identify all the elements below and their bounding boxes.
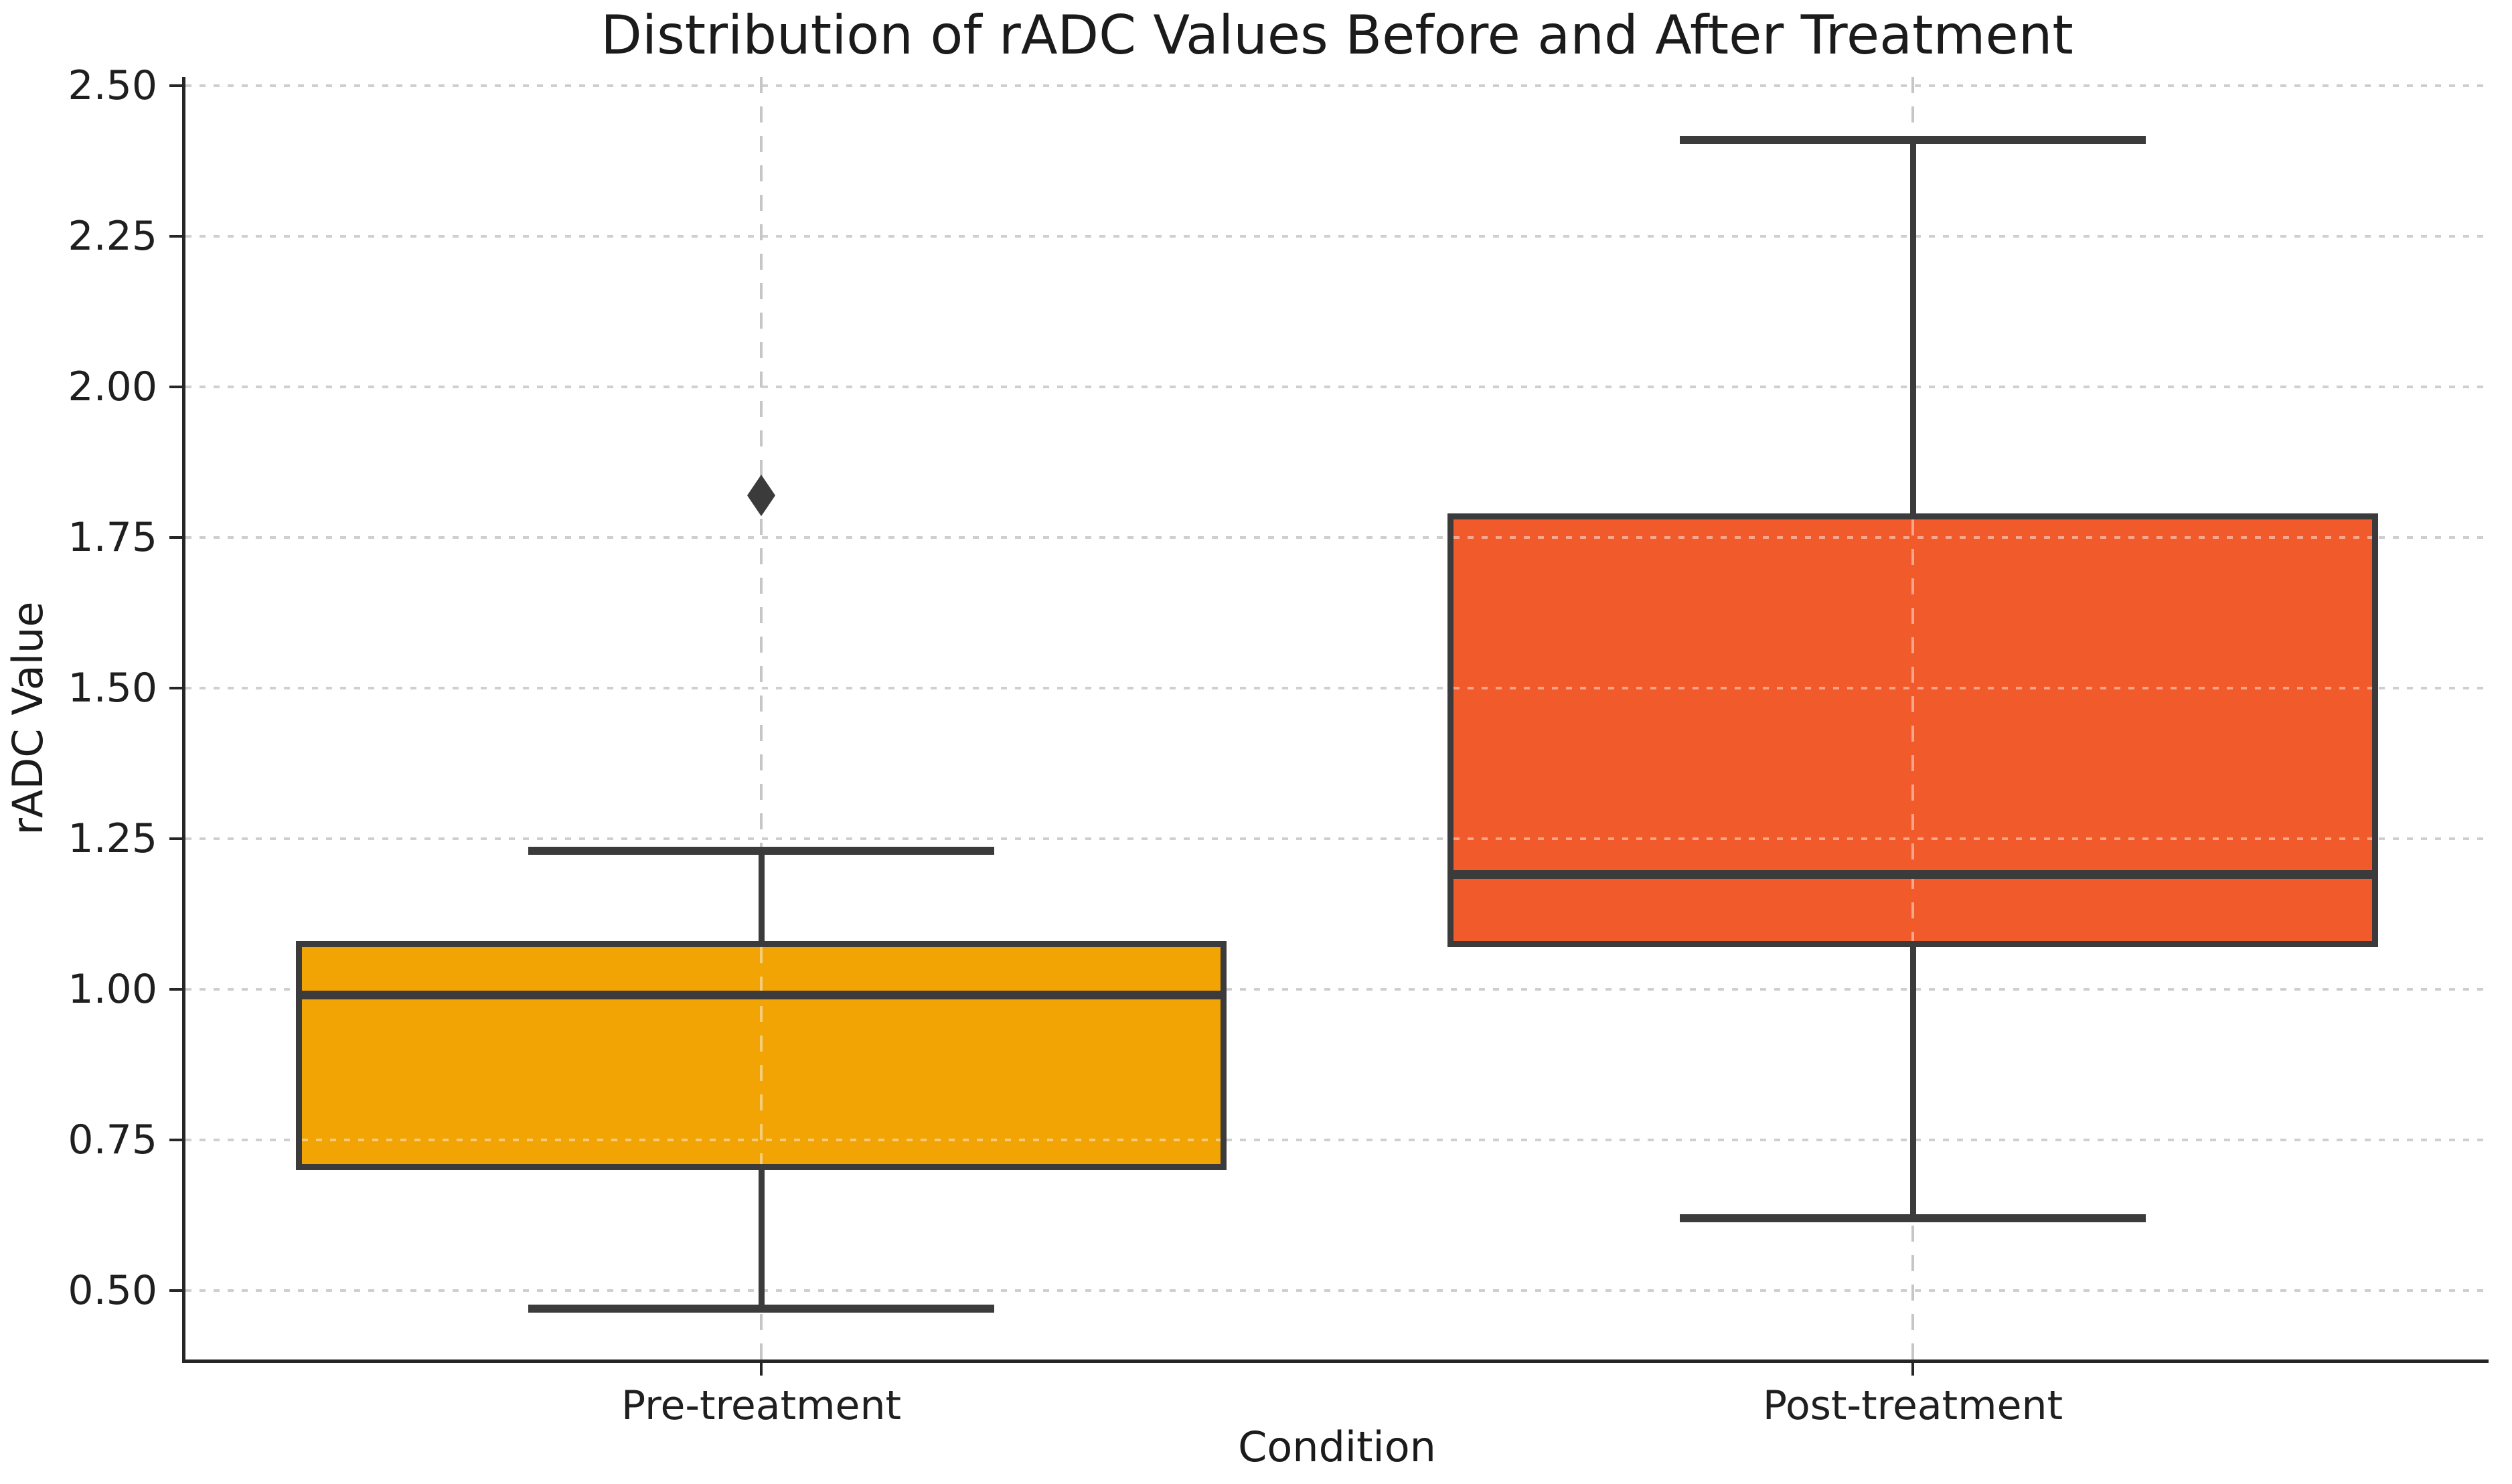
gridline-horizontal [185,687,2489,690]
y-tick-mark [169,536,185,540]
gridline-horizontal [185,84,2489,88]
chart-title: Distribution of rADC Values Before and A… [601,4,2073,66]
gridline-horizontal [185,235,2489,238]
x-tick-mark [1911,1359,1914,1376]
x-tick-mark [760,1359,763,1376]
y-tick-label: 0.75 [68,1116,157,1163]
upper-whisker-cap [1680,136,2146,145]
y-tick-label: 0.50 [68,1266,157,1314]
box-rect-pre-treatment [296,940,1227,1170]
y-tick-mark [169,84,185,88]
median-line [1454,870,2372,880]
lower-whisker-line [758,1169,765,1309]
y-tick-label: 1.00 [68,965,157,1013]
x-tick-label-pre-treatment: Pre-treatment [621,1382,902,1429]
y-tick-mark [169,837,185,840]
x-axis-label: Condition [1238,1422,1436,1471]
gridline-vertical [760,77,763,1359]
upper-whisker-line [758,850,765,941]
y-tick-mark [169,235,185,238]
gridline-horizontal [185,536,2489,540]
y-tick-mark [169,687,185,690]
y-tick-mark [169,386,185,389]
y-tick-label: 1.25 [68,815,157,862]
y-tick-mark [169,987,185,991]
upper-whisker-cap [528,846,994,855]
y-tick-label: 2.25 [68,213,157,260]
axis-spine-left [182,77,185,1363]
outlier-diamond-icon [747,475,775,517]
gridline-horizontal [185,837,2489,840]
gridline-overlay-horizontal [1454,837,2372,840]
y-tick-label: 2.00 [68,363,157,411]
gridline-overlay-horizontal [1454,687,2372,690]
x-tick-label-post-treatment: Post-treatment [1762,1382,2063,1429]
y-tick-label: 1.50 [68,665,157,712]
y-axis-label: rADC Value [3,601,52,835]
lower-whisker-line [1909,946,1916,1218]
y-tick-mark [169,1138,185,1141]
axis-spine-bottom [182,1359,2489,1363]
upper-whisker-line [1909,140,1916,514]
median-line [302,991,1221,1000]
gridline-horizontal [185,1138,2489,1141]
gridline-horizontal [185,386,2489,389]
y-tick-label: 2.50 [68,62,157,110]
gridline-overlay-horizontal [1454,536,2372,540]
y-tick-label: 1.75 [68,514,157,562]
gridline-overlay-vertical [760,946,763,1164]
gridline-horizontal [185,987,2489,991]
gridline-overlay-vertical [1911,519,1914,941]
gridline-overlay-horizontal [302,1138,1221,1141]
y-tick-mark [169,1289,185,1292]
gridline-horizontal [185,1289,2489,1292]
lower-whisker-cap [528,1304,994,1313]
lower-whisker-cap [1680,1214,2146,1222]
